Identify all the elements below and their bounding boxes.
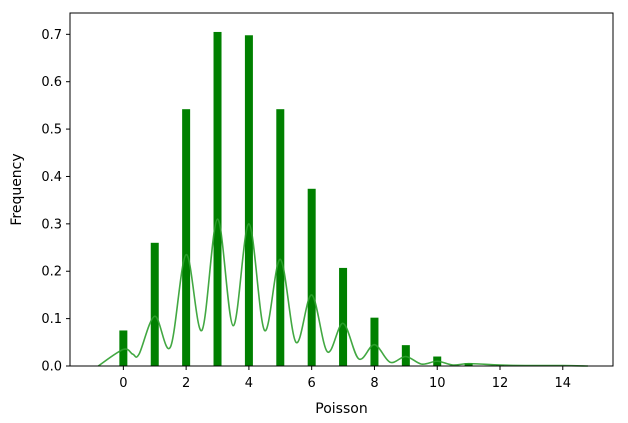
x-axis-label: Poisson: [315, 401, 367, 417]
kde-group: [97, 218, 588, 367]
y-tick-label: 0.1: [41, 312, 62, 327]
y-tick-label: 0.7: [41, 28, 62, 43]
bar: [276, 109, 285, 366]
x-tick-label: 0: [119, 376, 127, 391]
bars-group: [119, 31, 567, 366]
x-tick-label: 14: [555, 376, 572, 391]
y-tick-label: 0.0: [41, 360, 62, 375]
bar: [244, 35, 253, 366]
bar: [182, 109, 191, 366]
y-tick-label: 0.2: [41, 265, 62, 280]
bar: [213, 31, 222, 366]
x-tick-label: 6: [308, 376, 316, 391]
bar: [307, 188, 316, 366]
y-tick-label: 0.3: [41, 217, 62, 232]
y-tick-label: 0.4: [41, 170, 62, 185]
x-tick-label: 12: [492, 376, 509, 391]
y-tick-label: 0.5: [41, 123, 62, 138]
bar: [339, 267, 348, 366]
bar: [370, 317, 379, 366]
bar: [401, 345, 410, 366]
y-tick-label: 0.6: [41, 75, 62, 90]
x-tick-label: 8: [370, 376, 378, 391]
bar: [464, 363, 473, 366]
plot-frame: [69, 12, 614, 367]
bar: [150, 242, 159, 366]
kde-line: [97, 218, 588, 367]
x-ticks: 0 2 4 6 8 10 12 14: [119, 366, 571, 391]
bar: [119, 330, 128, 366]
y-ticks: 0.0 0.1 0.2 0.3 0.4 0.5 0.6 0.7: [41, 28, 70, 375]
x-tick-label: 4: [245, 376, 253, 391]
x-tick-label: 2: [182, 376, 190, 391]
y-axis-label: Frequency: [9, 153, 25, 225]
x-tick-label: 10: [429, 376, 446, 391]
